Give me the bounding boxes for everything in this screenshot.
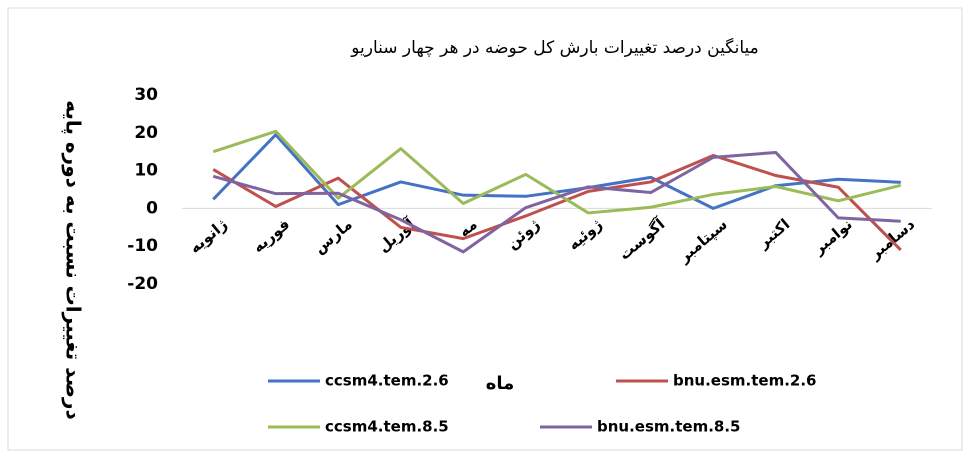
series-line bbox=[212, 150, 901, 254]
x-axis-title: ماه bbox=[486, 373, 515, 394]
y-axis-title: درصد تغییرات نسبت به دوره پایه bbox=[61, 100, 86, 420]
legend-label: ccsm4.tem.2.6 bbox=[325, 372, 449, 390]
y-tick-label: 20 bbox=[134, 123, 158, 143]
series-line bbox=[212, 153, 902, 252]
y-tick-label: -20 bbox=[127, 274, 158, 294]
chart-border bbox=[7, 7, 963, 451]
y-tick-label: 0 bbox=[146, 198, 158, 218]
legend-label: ccsm4.tem.8.5 bbox=[325, 418, 449, 436]
legend-label: bnu.esm.tem.2.6 bbox=[673, 372, 816, 390]
y-tick-label: 30 bbox=[134, 85, 158, 105]
chart-title: میانگین درصد تغییرات بارش کل حوضه در هر … bbox=[350, 37, 759, 58]
y-tick-label: 10 bbox=[134, 161, 158, 181]
y-tick-label: -10 bbox=[127, 236, 158, 256]
legend-label: bnu.esm.tem.8.5 bbox=[597, 418, 740, 436]
series-line bbox=[212, 129, 902, 215]
